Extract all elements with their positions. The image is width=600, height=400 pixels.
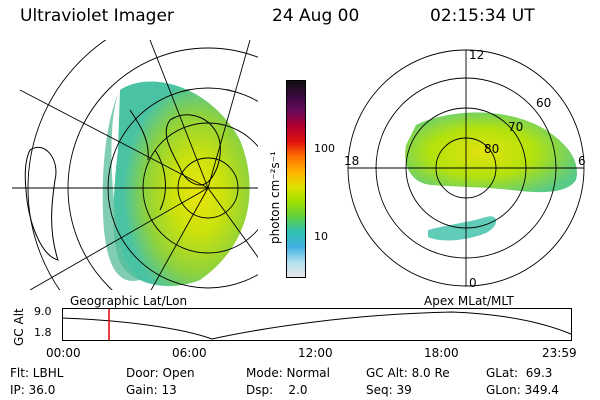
mlt-label-0: 0 bbox=[469, 276, 477, 290]
info-gain: Gain: 13 bbox=[126, 383, 177, 397]
timeline-ytick-bottom: 1.8 bbox=[34, 326, 52, 339]
altitude-timeline bbox=[61, 308, 572, 341]
app-title: Ultraviolet Imager bbox=[20, 6, 174, 26]
aurora-magnetic bbox=[405, 112, 577, 193]
colorbar bbox=[286, 80, 306, 278]
colorbar-tick-10: 10 bbox=[314, 230, 328, 243]
geographic-map bbox=[12, 40, 258, 290]
info-gc-alt: GC Alt: 8.0 Re bbox=[366, 366, 450, 380]
observation-date: 24 Aug 00 bbox=[272, 6, 360, 26]
colorbar-unit-label: photon cm⁻²s⁻¹ bbox=[268, 151, 282, 244]
magnetic-polar-plot: 12 18 6 0 60 70 80 bbox=[344, 48, 586, 290]
info-filter: Flt: LBHL bbox=[10, 366, 64, 380]
aurora-geographic bbox=[113, 81, 250, 287]
mlt-label-18: 18 bbox=[344, 154, 359, 168]
lat-label-60: 60 bbox=[536, 96, 551, 110]
colorbar-tick-100: 100 bbox=[314, 142, 335, 155]
lat-label-80: 80 bbox=[484, 142, 499, 156]
timeline-xtick-1200: 12:00 bbox=[298, 346, 333, 360]
info-dsp: Dsp: 2.0 bbox=[246, 383, 308, 397]
observation-time: 02:15:34 UT bbox=[430, 6, 535, 26]
timeline-ytick-top: 9.0 bbox=[34, 305, 52, 318]
left-panel-caption: Geographic Lat/Lon bbox=[70, 294, 188, 308]
timeline-xtick-0600: 06:00 bbox=[172, 346, 207, 360]
timeline-xtick-2359: 23:59 bbox=[542, 346, 577, 360]
right-panel-caption: Apex MLat/MLT bbox=[424, 294, 514, 308]
lat-label-70: 70 bbox=[508, 120, 523, 134]
timeline-xtick-1800: 18:00 bbox=[424, 346, 459, 360]
timeline-ylabel: GC Alt bbox=[12, 308, 26, 346]
info-ip: IP: 36.0 bbox=[10, 383, 56, 397]
coastline bbox=[165, 114, 221, 186]
info-mode: Mode: Normal bbox=[246, 366, 330, 380]
info-seq: Seq: 39 bbox=[366, 383, 412, 397]
info-glon: GLon: 349.4 bbox=[486, 383, 559, 397]
mlt-label-12: 12 bbox=[469, 48, 484, 62]
mlt-label-6: 6 bbox=[578, 154, 586, 168]
info-glat: GLat: 69.3 bbox=[486, 366, 553, 380]
info-door: Door: Open bbox=[126, 366, 195, 380]
timeline-xtick-0000: 00:00 bbox=[46, 346, 81, 360]
